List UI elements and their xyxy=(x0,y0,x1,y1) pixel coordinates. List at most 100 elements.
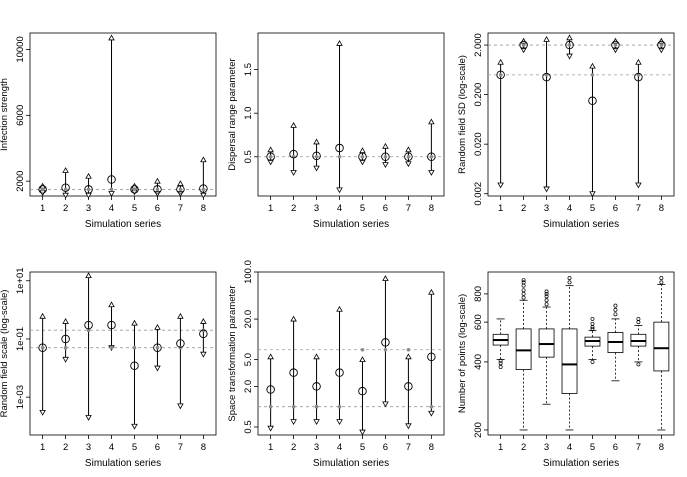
x-tick-label: 2 xyxy=(291,203,296,214)
x-tick-label: 8 xyxy=(429,442,434,453)
x-axis-title: Simulation series xyxy=(313,219,389,230)
x-tick-label: 5 xyxy=(360,442,365,453)
lower-bound-marker xyxy=(428,170,435,176)
upper-bound-marker xyxy=(200,156,207,163)
upper-bound-marker xyxy=(62,167,69,173)
upper-bound-marker xyxy=(39,312,46,319)
estimate-point xyxy=(153,343,162,352)
true-value-point xyxy=(567,43,572,47)
lower-bound-marker xyxy=(62,356,69,363)
x-tick-label: 6 xyxy=(155,442,160,453)
estimate-point xyxy=(153,185,162,194)
outlier-point xyxy=(544,294,549,299)
x-axis-title: Simulation series xyxy=(543,458,619,469)
true-value-point xyxy=(636,73,641,77)
outlier-point xyxy=(636,316,641,321)
box xyxy=(515,328,532,370)
outlier-point xyxy=(521,295,526,300)
true-value-point xyxy=(291,404,296,409)
x-tick-label: 2 xyxy=(291,442,296,453)
upper-bound-marker xyxy=(85,172,92,179)
x-tick-label: 6 xyxy=(613,203,618,214)
lower-bound-marker xyxy=(131,423,138,430)
x-axis-title: Simulation series xyxy=(85,458,161,469)
lower-bound-marker xyxy=(313,419,320,426)
true-value-point xyxy=(40,187,45,192)
estimate-point xyxy=(381,338,390,347)
x-tick-label: 2 xyxy=(521,442,526,453)
outlier-point xyxy=(590,321,595,326)
estimate-point xyxy=(199,184,208,193)
upper-bound-marker xyxy=(497,58,504,65)
outlier-point xyxy=(590,326,595,331)
lower-bound-marker xyxy=(39,409,46,416)
upper-bound-marker xyxy=(635,58,642,65)
true-value-point xyxy=(86,328,91,332)
true-value-point xyxy=(63,345,68,350)
y-tick-label: 0.200 xyxy=(473,83,484,107)
x-tick-label: 6 xyxy=(613,442,618,453)
upper-bound-marker xyxy=(108,301,115,308)
upper-bound-marker xyxy=(154,177,161,184)
lower-bound-marker xyxy=(108,191,115,197)
lower-bound-marker xyxy=(177,403,184,410)
true-value-point xyxy=(429,404,434,409)
x-tick-label: 7 xyxy=(406,442,411,453)
y-tick-label: 2.000 xyxy=(473,33,484,57)
y-axis-title: Random field SD (log-scale) xyxy=(457,55,468,174)
lower-bound-marker xyxy=(85,192,92,199)
estimate-point xyxy=(84,185,93,194)
lower-bound-marker xyxy=(635,182,642,189)
upper-bound-marker xyxy=(359,147,366,154)
upper-bound-marker xyxy=(313,353,320,360)
outlier-point xyxy=(613,307,618,312)
estimate-point xyxy=(130,185,139,194)
panel-3: 0.002 0.020 0.200 2.000 1 2 3 4 5 6 7 8 Simulation s… xyxy=(457,32,675,230)
estimate-point xyxy=(266,152,275,162)
true-value-point xyxy=(337,154,342,159)
outlier-point xyxy=(498,365,503,369)
lower-bound-marker xyxy=(497,182,504,189)
true-value-point xyxy=(360,154,365,159)
plot-frame xyxy=(29,271,217,436)
plot-frame xyxy=(29,32,217,197)
plot-frame xyxy=(257,32,445,197)
upper-bound-marker xyxy=(405,146,412,153)
estimate-point xyxy=(358,152,367,162)
estimate-point xyxy=(107,175,116,184)
upper-bound-marker xyxy=(313,138,320,145)
true-value-point xyxy=(109,345,114,350)
upper-bound-marker xyxy=(108,34,115,41)
lower-bound-marker xyxy=(359,429,366,436)
true-value-point xyxy=(429,154,434,159)
panel-6: 200 400 600 800 1 2 3 4 5 6 7 8 Simulation series Num… xyxy=(457,271,675,469)
y-tick-label: 1.5 xyxy=(243,63,254,76)
plot-frame xyxy=(487,32,675,197)
estimate-point xyxy=(427,152,436,162)
panel-4: 1e-03 1e-01 1e+01 1 2 3 4 5 6 7 8 Simulation series… xyxy=(0,267,217,469)
upper-bound-marker xyxy=(177,180,184,187)
upper-bound-marker xyxy=(566,34,573,41)
upper-bound-marker xyxy=(336,40,343,46)
estimate-point xyxy=(358,386,367,396)
y-tick-label: 1e+01 xyxy=(15,267,26,294)
y-axis-title: Dispersal range parameter xyxy=(227,58,238,170)
upper-bound-marker xyxy=(382,275,389,281)
true-value-point xyxy=(590,73,595,77)
x-tick-label: 1 xyxy=(498,442,503,453)
lower-bound-marker xyxy=(177,191,184,197)
true-value-point xyxy=(406,347,411,352)
y-tick-label: 20.0 xyxy=(243,310,254,329)
plot-frame xyxy=(257,271,445,436)
true-value-point xyxy=(383,154,388,159)
estimate-point xyxy=(519,40,528,50)
x-tick-label: 6 xyxy=(155,203,160,214)
true-value-point xyxy=(613,43,618,47)
upper-bound-marker xyxy=(154,323,161,330)
true-value-point xyxy=(132,187,137,192)
lower-bound-marker xyxy=(336,419,343,426)
upper-bound-marker xyxy=(382,142,389,149)
estimate-point xyxy=(289,149,298,159)
outlier-point xyxy=(521,278,526,283)
